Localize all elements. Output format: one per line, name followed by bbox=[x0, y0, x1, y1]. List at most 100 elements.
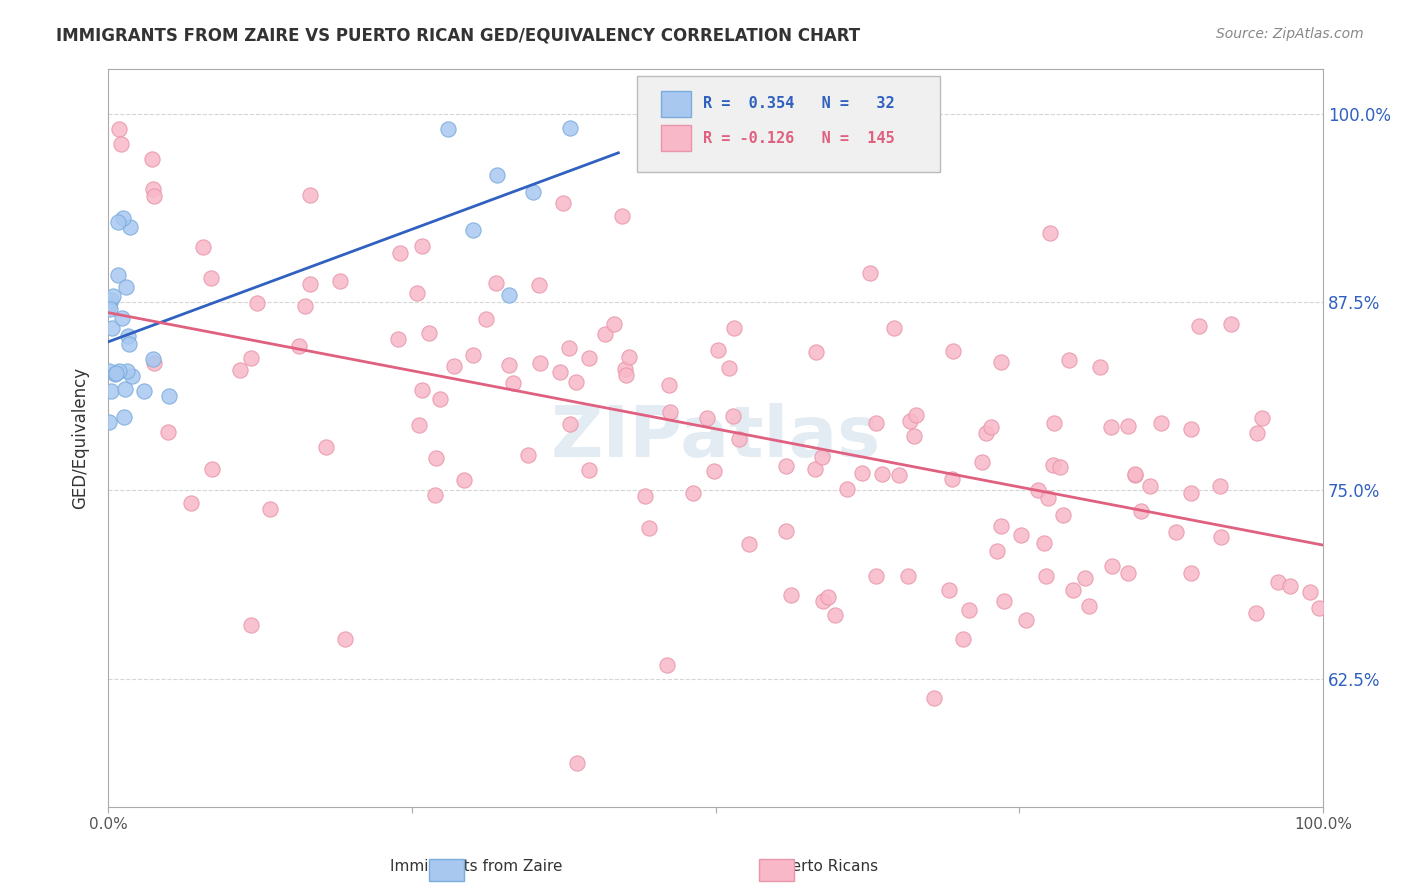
Puerto Ricans bbox=[897, 568, 920, 582]
Puerto Ricans bbox=[191, 240, 214, 254]
Puerto Ricans bbox=[696, 411, 718, 425]
Immigrants from Zaire bbox=[118, 337, 141, 351]
Puerto Ricans bbox=[1123, 468, 1146, 483]
Puerto Ricans bbox=[1077, 599, 1099, 613]
Puerto Ricans bbox=[811, 450, 834, 464]
Puerto Ricans bbox=[721, 409, 744, 423]
Puerto Ricans bbox=[1116, 419, 1139, 434]
Puerto Ricans bbox=[1180, 422, 1202, 436]
Puerto Ricans bbox=[1010, 528, 1032, 542]
Puerto Ricans bbox=[423, 488, 446, 502]
Puerto Ricans bbox=[1059, 353, 1081, 368]
Puerto Ricans bbox=[903, 429, 925, 443]
Puerto Ricans bbox=[294, 299, 316, 313]
Puerto Ricans bbox=[551, 195, 574, 210]
Puerto Ricans bbox=[387, 332, 409, 346]
Puerto Ricans bbox=[406, 285, 429, 300]
Puerto Ricans bbox=[613, 361, 636, 376]
Puerto Ricans bbox=[1088, 359, 1111, 374]
Puerto Ricans bbox=[898, 414, 921, 428]
Puerto Ricans bbox=[502, 376, 524, 391]
Immigrants from Zaire bbox=[558, 120, 581, 135]
Puerto Ricans bbox=[612, 209, 634, 223]
Puerto Ricans bbox=[475, 311, 498, 326]
Puerto Ricans bbox=[1139, 478, 1161, 492]
Puerto Ricans bbox=[1164, 524, 1187, 539]
Puerto Ricans bbox=[180, 495, 202, 509]
Puerto Ricans bbox=[1308, 600, 1330, 615]
Immigrants from Zaire bbox=[101, 289, 124, 303]
Immigrants from Zaire bbox=[100, 293, 122, 307]
Immigrants from Zaire bbox=[98, 299, 121, 313]
Puerto Ricans bbox=[870, 467, 893, 482]
Text: Immigrants from Zaire: Immigrants from Zaire bbox=[389, 859, 562, 874]
Immigrants from Zaire bbox=[111, 311, 134, 326]
Puerto Ricans bbox=[107, 121, 129, 136]
Immigrants from Zaire bbox=[118, 219, 141, 234]
Puerto Ricans bbox=[1209, 530, 1232, 544]
Puerto Ricans bbox=[941, 472, 963, 486]
Puerto Ricans bbox=[299, 277, 322, 292]
Puerto Ricans bbox=[560, 417, 582, 431]
Puerto Ricans bbox=[817, 590, 839, 604]
Puerto Ricans bbox=[703, 464, 725, 478]
Puerto Ricans bbox=[1043, 416, 1066, 430]
Puerto Ricans bbox=[970, 455, 993, 469]
Text: Puerto Ricans: Puerto Ricans bbox=[773, 859, 879, 874]
Puerto Ricans bbox=[1036, 491, 1059, 505]
Immigrants from Zaire bbox=[104, 367, 127, 381]
Puerto Ricans bbox=[141, 152, 163, 166]
Immigrants from Zaire bbox=[121, 368, 143, 383]
Puerto Ricans bbox=[780, 588, 803, 602]
Puerto Ricans bbox=[1074, 571, 1097, 585]
Text: ZIPatlas: ZIPatlas bbox=[551, 403, 880, 472]
Puerto Ricans bbox=[578, 463, 600, 477]
Puerto Ricans bbox=[889, 467, 911, 482]
Puerto Ricans bbox=[498, 358, 520, 372]
Puerto Ricans bbox=[804, 345, 827, 359]
FancyBboxPatch shape bbox=[637, 76, 941, 172]
Immigrants from Zaire bbox=[112, 409, 135, 424]
Text: R =  0.354   N =   32: R = 0.354 N = 32 bbox=[703, 96, 896, 112]
Immigrants from Zaire bbox=[111, 211, 134, 225]
Puerto Ricans bbox=[239, 617, 262, 632]
Immigrants from Zaire bbox=[498, 287, 520, 301]
Puerto Ricans bbox=[516, 448, 538, 462]
Puerto Ricans bbox=[811, 594, 834, 608]
Puerto Ricans bbox=[952, 632, 974, 647]
Immigrants from Zaire bbox=[100, 384, 122, 398]
Puerto Ricans bbox=[938, 583, 960, 598]
Puerto Ricans bbox=[775, 458, 797, 473]
Puerto Ricans bbox=[974, 426, 997, 441]
Puerto Ricans bbox=[529, 277, 551, 292]
Text: R = -0.126   N =  145: R = -0.126 N = 145 bbox=[703, 131, 896, 146]
Puerto Ricans bbox=[904, 408, 927, 422]
Puerto Ricans bbox=[461, 348, 484, 362]
Puerto Ricans bbox=[1035, 569, 1057, 583]
Puerto Ricans bbox=[558, 341, 581, 355]
Puerto Ricans bbox=[942, 344, 965, 359]
Puerto Ricans bbox=[1101, 558, 1123, 573]
Immigrants from Zaire bbox=[114, 382, 136, 396]
Puerto Ricans bbox=[775, 524, 797, 539]
Puerto Ricans bbox=[229, 362, 252, 376]
Puerto Ricans bbox=[986, 544, 1008, 558]
Puerto Ricans bbox=[548, 365, 571, 379]
Puerto Ricans bbox=[142, 356, 165, 370]
Immigrants from Zaire bbox=[485, 169, 508, 183]
Puerto Ricans bbox=[1150, 416, 1173, 430]
Puerto Ricans bbox=[418, 326, 440, 341]
Puerto Ricans bbox=[1123, 467, 1146, 482]
Puerto Ricans bbox=[246, 296, 269, 310]
Puerto Ricans bbox=[443, 359, 465, 374]
Puerto Ricans bbox=[682, 486, 704, 500]
Puerto Ricans bbox=[453, 473, 475, 487]
Puerto Ricans bbox=[655, 657, 678, 672]
Immigrants from Zaire bbox=[115, 364, 138, 378]
Puerto Ricans bbox=[922, 691, 945, 706]
Puerto Ricans bbox=[851, 467, 873, 481]
Puerto Ricans bbox=[637, 521, 659, 535]
Immigrants from Zaire bbox=[117, 329, 139, 343]
Puerto Ricans bbox=[143, 189, 166, 203]
Puerto Ricans bbox=[865, 569, 887, 583]
